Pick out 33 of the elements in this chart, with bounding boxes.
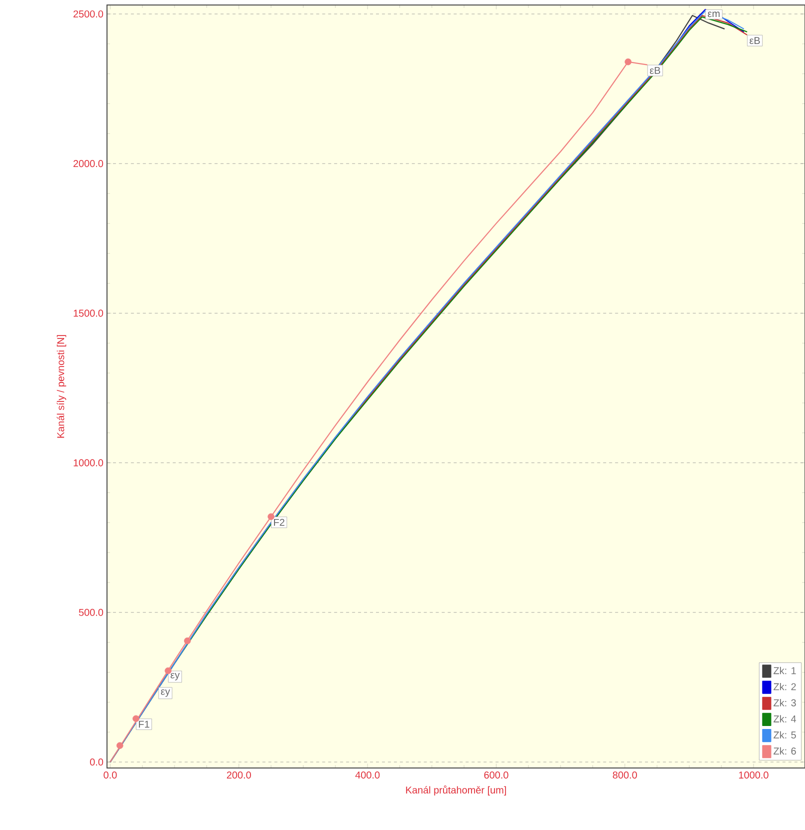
x-tick-label: 200.0	[226, 772, 251, 779]
annotation: F1	[138, 720, 150, 728]
point	[164, 667, 172, 674]
legend-label: Zk: 3	[774, 699, 796, 706]
legend-label: Zk: 1	[774, 666, 796, 674]
point	[624, 58, 632, 66]
y-tick-label: 1500.0	[74, 310, 104, 317]
legend-label: Zk: 2	[774, 682, 796, 690]
y-tick-label: 1000.0	[74, 459, 104, 466]
x-tick-label: 800.0	[612, 772, 637, 779]
point	[116, 742, 124, 749]
annotation: εy	[161, 689, 170, 697]
legend-label: Zk: 6	[774, 747, 796, 755]
legend-label: Zk: 4	[774, 715, 796, 722]
x-axis-title: Kanál průtahoměr [um]	[406, 785, 506, 796]
point	[184, 637, 191, 644]
annotation: εy	[170, 672, 180, 680]
annotation: F2	[274, 518, 284, 526]
annotation: εB	[750, 37, 760, 44]
annotation: εm	[708, 12, 720, 18]
x-tick-label: 1000.0	[739, 772, 768, 779]
y-tick-label: 500.0	[78, 608, 104, 616]
x-tick-label: 400.0	[355, 772, 380, 779]
y-tick-label: 0.0	[90, 758, 104, 766]
point	[268, 513, 274, 520]
x-tick-label: 0.0	[104, 772, 117, 779]
x-tick-label: 600.0	[484, 772, 508, 779]
point	[132, 715, 140, 722]
annotation: εB	[650, 67, 660, 74]
y-tick-label: 2000.0	[74, 160, 104, 168]
y-tick-label: 2500.0	[74, 10, 104, 18]
y-axis-title: Kanál síly / pevnosti [N]	[56, 335, 66, 438]
legend-label: Zk: 5	[774, 731, 796, 739]
